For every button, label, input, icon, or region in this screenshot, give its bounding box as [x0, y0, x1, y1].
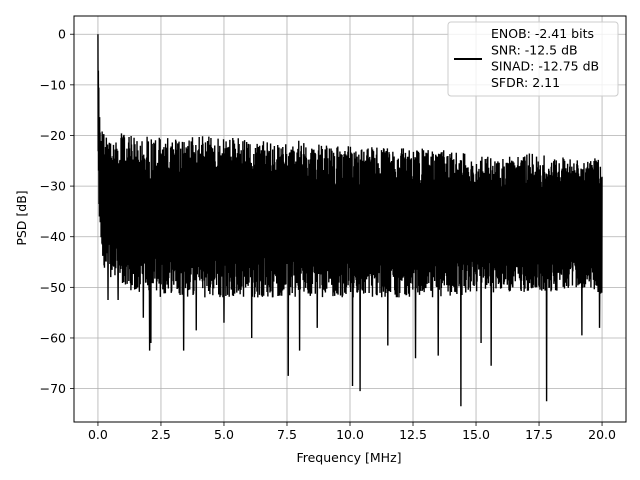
y-tick-label: −30 — [40, 179, 66, 194]
x-axis-ticks: 0.0 2.5 5.0 7.5 10.0 12.5 15.0 17.5 20.0 — [88, 422, 616, 442]
legend-entry-line: SINAD: -12.75 dB — [491, 59, 599, 74]
x-tick-label: 2.5 — [151, 427, 171, 442]
x-tick-label: 10.0 — [336, 427, 364, 442]
y-axis-ticks: 0 −10 −20 −30 −40 −50 −60 −70 — [40, 27, 74, 396]
x-tick-label: 12.5 — [399, 427, 427, 442]
x-tick-label: 0.0 — [88, 427, 108, 442]
legend-entry-line: ENOB: -2.41 bits — [491, 26, 594, 41]
y-axis-label: PSD [dB] — [14, 190, 29, 245]
y-tick-label: −20 — [40, 128, 66, 143]
y-tick-label: −40 — [40, 229, 66, 244]
x-tick-label: 20.0 — [588, 427, 616, 442]
legend: ENOB: -2.41 bits SNR: -12.5 dB SINAD: -12.… — [447, 21, 619, 97]
y-tick-label: −10 — [40, 77, 66, 92]
legend-entry-label: ENOB: -2.41 bits SNR: -12.5 dB SINAD: -12.… — [491, 26, 599, 90]
y-tick-label: −70 — [40, 381, 66, 396]
x-tick-label: 7.5 — [277, 427, 297, 442]
legend-box — [447, 21, 619, 97]
psd-series-line — [97, 34, 603, 407]
legend-entry-line: SFDR: 2.11 — [491, 75, 560, 90]
y-tick-label: 0 — [58, 27, 66, 42]
y-tick-label: −50 — [40, 280, 66, 295]
x-tick-label: 17.5 — [525, 427, 553, 442]
legend-entry-line: SNR: -12.5 dB — [491, 42, 578, 57]
x-tick-label: 15.0 — [462, 427, 490, 442]
x-axis-label: Frequency [MHz] — [296, 450, 401, 465]
plot-area — [97, 34, 603, 407]
y-tick-label: −60 — [40, 330, 66, 345]
x-tick-label: 5.0 — [214, 427, 234, 442]
